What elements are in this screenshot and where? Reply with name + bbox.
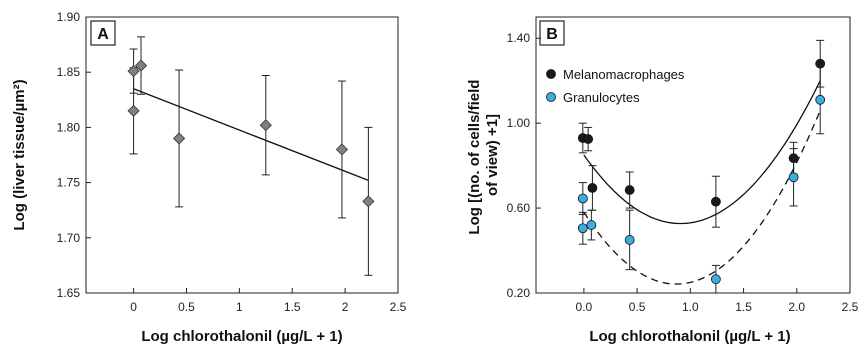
panel-b-x-tick-label: 1.0 [682,300,699,314]
panel-b-x-tick-label: 0.0 [576,300,593,314]
panel-a-data-point [173,132,186,145]
panel-b-data-point-granulocytes [577,193,588,204]
panel-a-letter-box [90,20,116,46]
panel-b-y-tick-label: 1.00 [507,116,531,130]
panel-b-letter: B [546,26,558,43]
panel-a-data-point [335,143,349,156]
panel-b-y-tick-label: 0.60 [507,201,531,215]
panel-b-x-tick-label: 2.5 [842,300,858,314]
panel-a-regression-line [133,88,369,181]
panel-b-y-axis-title-line-2: of view) +1] [484,114,501,196]
panel-b-y-ticks: 0.20 0.60 1.00 1.40 [507,31,541,300]
panel-a-y-tick-label: 1.85 [57,65,81,79]
panel-b-data-point-melanomacrophages [710,196,721,207]
panel-a-data-point [127,65,140,78]
panel-b: B 0.20 0.60 1.00 1.40 0.0 0.5 1.0 1.5 2.0 2.5 Me… [466,16,858,345]
legend-melanomacrophages-marker [546,69,556,79]
panel-b-x-ticks: 0.0 0.5 1.0 1.5 2.0 2.5 [576,288,858,314]
panel-b-legend: Melanomacrophages Granulocytes [546,67,685,105]
panel-b-y-tick-label: 0.20 [507,286,531,300]
panel-a-y-tick-label: 1.75 [57,176,81,190]
panel-a-x-ticks: 0 0.5 1 1.5 2 2.5 [130,288,407,314]
panel-b-plot-frame [535,16,851,294]
panel-a-x-tick-label: 0.5 [178,300,195,314]
panel-b-y-axis-title-line-1: Log [(no. of cells/field [466,80,483,235]
legend-granulocytes-label: Granulocytes [563,90,640,105]
panel-b-fit-curve-1 [583,80,821,225]
panel-a: A 1.651.701.751.801.851.90 0 0.5 1 1.5 2 2.5 … [11,10,407,345]
panel-a-y-tick-label: 1.90 [57,10,81,24]
panel-a-data-point [134,59,148,72]
panel-b-letter-box [539,20,565,46]
panel-a-data-point [259,119,272,132]
panel-a-x-tick-label: 2.5 [390,300,407,314]
panel-b-marks [577,39,826,294]
panel-a-letter: A [97,26,109,43]
panel-b-x-tick-label: 2.0 [788,300,805,314]
panel-b-data-point-melanomacrophages [624,185,635,195]
panel-a-y-tick-label: 1.65 [57,286,81,300]
panel-a-x-axis-title: Log chlorothalonil (µg/L + 1) [141,328,342,345]
panel-a-x-tick-label: 1 [236,300,243,314]
panel-b-data-point-granulocytes [710,274,721,285]
panel-b-x-tick-label: 0.5 [629,300,646,314]
panel-a-data-point [127,104,140,117]
panel-b-data-point-melanomacrophages [587,183,598,193]
panel-a-y-tick-label: 1.70 [57,231,81,245]
panel-b-x-tick-label: 1.5 [735,300,752,314]
panel-b-data-point-granulocytes [815,94,826,105]
panel-a-y-ticks: 1.65 1.70 1.75 1.80 1.85 1.90 [57,10,91,300]
legend-melanomacrophages-label: Melanomacrophages [563,67,685,82]
panel-a-y-tick-label: 1.80 [57,120,81,134]
panel-a-marks [127,36,375,276]
panel-a-x-tick-label: 2 [342,300,349,314]
legend-granulocytes-marker [546,92,556,102]
panel-b-data-point-granulocytes [586,220,597,230]
panel-a-y-axis-title: Log (liver tissue/µm²) [11,79,28,230]
panel-b-y-axis-title: Log [(no. of cells/field of view) +1] [466,75,501,234]
panel-b-x-axis-title: Log chlorothalonil (µg/L + 1) [589,328,790,345]
panel-a-x-tick-label: 1.5 [284,300,301,314]
panel-a-plot-frame [85,16,399,294]
panel-b-data-point-melanomacrophages [583,134,594,144]
panel-b-data-point-granulocytes [788,172,799,183]
panel-b-y-tick-label: 1.40 [507,31,531,45]
panel-b-data-point-granulocytes [577,223,588,234]
panel-a-data-point [362,195,375,208]
panel-b-fit-curve-2 [583,110,821,285]
panel-b-data-point-granulocytes [624,235,635,245]
panel-a-x-tick-label: 0 [130,300,137,314]
